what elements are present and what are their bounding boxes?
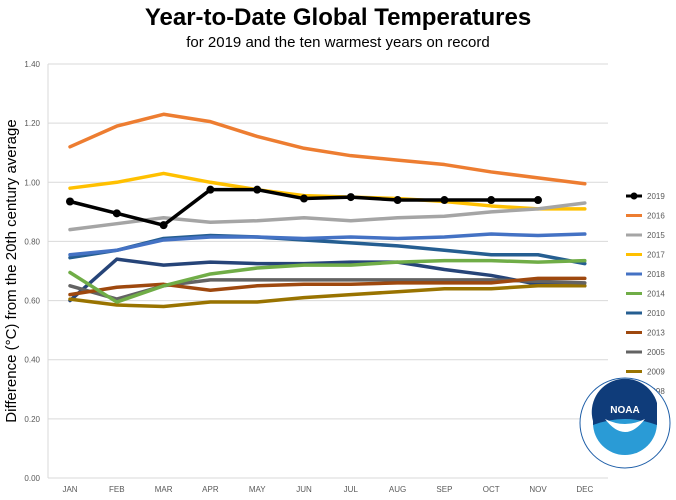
chart-subtitle: for 2019 and the ten warmest years on re…: [186, 34, 490, 51]
x-tick-label: MAR: [155, 485, 173, 494]
x-tick-label: APR: [202, 485, 219, 494]
data-point-2019: [487, 196, 496, 205]
x-tick-label: JUN: [296, 485, 312, 494]
x-tick-label: AUG: [389, 485, 406, 494]
series-line-2015: [68, 201, 587, 232]
x-tick-label: NOV: [529, 485, 547, 494]
y-tick-label: 1.00: [24, 178, 40, 187]
legend-label-2015: 2015: [647, 231, 665, 240]
series-line-2018: [68, 232, 587, 257]
series-line-2017: [68, 171, 587, 211]
noaa-logo-sky: [591, 378, 657, 425]
y-tick-label: 0.80: [24, 237, 40, 246]
legend-label-2017: 2017: [647, 251, 665, 260]
legend-label-2010: 2010: [647, 309, 665, 318]
y-tick-label: 0.60: [24, 297, 40, 306]
x-tick-label: JAN: [62, 485, 77, 494]
data-point-2019: [206, 185, 215, 194]
x-tick-label: JUL: [344, 485, 359, 494]
y-axis-label: Difference (°C) from the 20th century av…: [3, 119, 20, 422]
y-tick-label: 0.20: [24, 415, 40, 424]
legend-label-2019: 2019: [647, 192, 665, 201]
legend-label-2009: 2009: [647, 368, 665, 377]
chart-title: Year-to-Date Global Temperatures: [144, 4, 532, 31]
data-point-2019: [440, 196, 449, 205]
data-point-2019: [112, 209, 121, 218]
data-point-2019: [300, 194, 308, 203]
data-point-2019: [253, 185, 262, 194]
data-point-2019: [66, 197, 74, 206]
data-point-2019: [346, 193, 355, 202]
legend-marker-2019: [630, 192, 638, 200]
series-line-1998: [68, 257, 587, 303]
legend-label-2018: 2018: [647, 270, 665, 279]
x-tick-label: MAY: [249, 485, 266, 494]
y-tick-label: 0.00: [24, 474, 40, 483]
series-line-2016: [68, 112, 587, 186]
y-tick-label: 1.40: [24, 60, 40, 69]
y-tick-label: 0.40: [24, 356, 40, 365]
data-point-2019: [393, 196, 402, 205]
x-tick-label: FEB: [109, 485, 125, 494]
series-line-2009: [68, 284, 587, 309]
x-tick-label: SEP: [436, 485, 452, 494]
data-point-2019: [534, 196, 542, 205]
legend-label-2014: 2014: [647, 290, 665, 299]
legend-label-2016: 2016: [647, 212, 665, 221]
legend-label-2005: 2005: [647, 348, 665, 357]
x-tick-label: DEC: [576, 485, 593, 494]
series-line-2014: [68, 258, 587, 304]
noaa-bird-icon: [605, 419, 645, 432]
x-tick-label: OCT: [483, 485, 500, 494]
legend-label-2013: 2013: [647, 329, 665, 338]
series-line-2010: [68, 233, 587, 266]
y-tick-label: 1.20: [24, 119, 40, 128]
noaa-logo-text: NOAA: [610, 405, 639, 416]
series-line-2013: [68, 276, 587, 297]
data-point-2019: [159, 221, 168, 230]
